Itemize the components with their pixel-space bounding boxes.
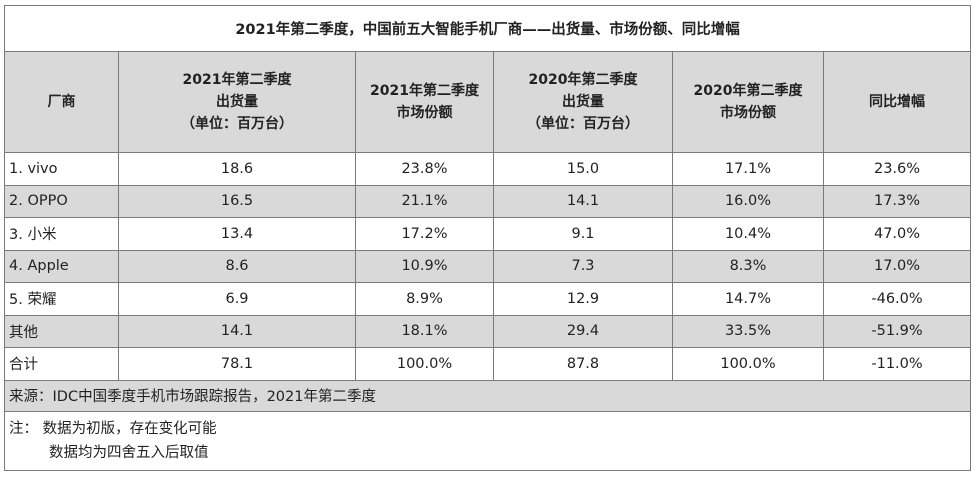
vendor-cell: 1. vivo: [4, 152, 119, 186]
value-cell: 23.6%: [822, 152, 972, 186]
value-cell: 14.1: [493, 184, 673, 218]
header-2021-shipments-line2: 出货量: [216, 94, 258, 110]
value-cell: 16.5: [118, 184, 356, 218]
value-cell: 47.0%: [822, 217, 972, 251]
value-cell: 100.0%: [355, 347, 494, 381]
report-table-container: 2021年第二季度，中国前五大智能手机厂商——出货量、市场份额、同比增幅 厂商 …: [3, 5, 972, 471]
table-row: 其他 14.1 18.1% 29.4 33.5% -51.9%: [4, 314, 972, 348]
header-2020-shipments: 2020年第二季度 出货量 （单位：百万台）: [493, 51, 673, 153]
table-row: 2. OPPO 16.5 21.1% 14.1 16.0% 17.3%: [4, 184, 972, 218]
value-cell: 15.0: [493, 152, 673, 186]
value-cell: 7.3: [493, 249, 673, 283]
value-cell: 33.5%: [672, 314, 824, 348]
header-vendor: 厂商: [4, 51, 119, 153]
shipment-table: 2021年第二季度，中国前五大智能手机厂商——出货量、市场份额、同比增幅 厂商 …: [3, 5, 972, 471]
value-cell: 17.3%: [822, 184, 972, 218]
value-cell: -51.9%: [822, 314, 972, 348]
table-row: 1. vivo 18.6 23.8% 15.0 17.1% 23.6%: [4, 152, 972, 186]
header-2021-share-line2: 市场份额: [396, 105, 453, 121]
value-cell: 8.6: [118, 249, 356, 283]
header-yoy-growth: 同比增幅: [822, 51, 972, 153]
header-2020-share-line1: 2020年第二季度: [693, 83, 803, 99]
value-cell: 10.4%: [672, 217, 824, 251]
vendor-cell: 其他: [4, 314, 119, 348]
notes-row: 注： 数据为初版，存在变化可能 数据均为四舍五入后取值: [3, 410, 972, 471]
value-cell: 8.3%: [672, 249, 824, 283]
value-cell: 23.8%: [355, 152, 494, 186]
table-row: 5. 荣耀 6.9 8.9% 12.9 14.7% -46.0%: [4, 282, 972, 316]
table-row: 4. Apple 8.6 10.9% 7.3 8.3% 17.0%: [4, 249, 972, 283]
vendor-cell: 4. Apple: [4, 249, 119, 283]
header-vendor-label: 厂商: [47, 94, 76, 110]
header-2020-shipments-line2: 出货量: [562, 94, 604, 110]
value-cell: 16.0%: [672, 184, 824, 218]
header-2020-shipments-line3: （单位：百万台）: [527, 116, 639, 132]
vendor-cell: 合计: [4, 347, 119, 381]
value-cell: 17.2%: [355, 217, 494, 251]
value-cell: 100.0%: [672, 347, 824, 381]
value-cell: 12.9: [493, 282, 673, 316]
value-cell: 78.1: [118, 347, 356, 381]
value-cell: -11.0%: [822, 347, 972, 381]
table-title: 2021年第二季度，中国前五大智能手机厂商——出货量、市场份额、同比增幅: [3, 5, 972, 52]
table-row: 3. 小米 13.4 17.2% 9.1 10.4% 47.0%: [4, 217, 972, 251]
header-2021-shipments: 2021年第二季度 出货量 （单位：百万台）: [118, 51, 356, 153]
value-cell: 10.9%: [355, 249, 494, 283]
title-row: 2021年第二季度，中国前五大智能手机厂商——出货量、市场份额、同比增幅: [3, 5, 972, 52]
header-2020-shipments-line1: 2020年第二季度: [528, 72, 638, 88]
value-cell: 6.9: [118, 282, 356, 316]
total-row: 合计 78.1 100.0% 87.8 100.0% -11.0%: [4, 347, 972, 381]
value-cell: 29.4: [493, 314, 673, 348]
value-cell: 14.7%: [672, 282, 824, 316]
header-row: 厂商 2021年第二季度 出货量 （单位：百万台） 2021年第二季度 市场份额…: [4, 51, 972, 153]
header-2021-shipments-line1: 2021年第二季度: [182, 72, 292, 88]
header-2021-shipments-line3: （单位：百万台）: [181, 116, 293, 132]
header-2020-share-line2: 市场份额: [720, 105, 776, 121]
vendor-cell: 5. 荣耀: [4, 282, 119, 316]
note-line-2: 数据均为四舍五入后取值: [49, 444, 209, 461]
value-cell: 87.8: [493, 347, 673, 381]
value-cell: 17.0%: [822, 249, 972, 283]
value-cell: 8.9%: [355, 282, 494, 316]
value-cell: 18.6: [118, 152, 356, 186]
header-2021-share-line1: 2021年第二季度: [370, 83, 479, 99]
value-cell: 18.1%: [355, 314, 494, 348]
header-yoy-growth-label: 同比增幅: [869, 94, 926, 110]
value-cell: 17.1%: [672, 152, 824, 186]
value-cell: -46.0%: [822, 282, 972, 316]
header-2021-share: 2021年第二季度 市场份额: [355, 51, 494, 153]
source-note: 来源：IDC中国季度手机市场跟踪报告，2021年第二季度: [3, 379, 972, 412]
value-cell: 9.1: [493, 217, 673, 251]
header-2020-share: 2020年第二季度 市场份额: [672, 51, 824, 153]
value-cell: 13.4: [118, 217, 356, 251]
value-cell: 14.1: [118, 314, 356, 348]
note-line-1: 注： 数据为初版，存在变化可能: [9, 420, 217, 437]
vendor-cell: 3. 小米: [4, 217, 119, 251]
vendor-cell: 2. OPPO: [4, 184, 119, 218]
source-row: 来源：IDC中国季度手机市场跟踪报告，2021年第二季度: [3, 379, 972, 412]
value-cell: 21.1%: [355, 184, 494, 218]
notes: 注： 数据为初版，存在变化可能 数据均为四舍五入后取值: [3, 410, 972, 471]
